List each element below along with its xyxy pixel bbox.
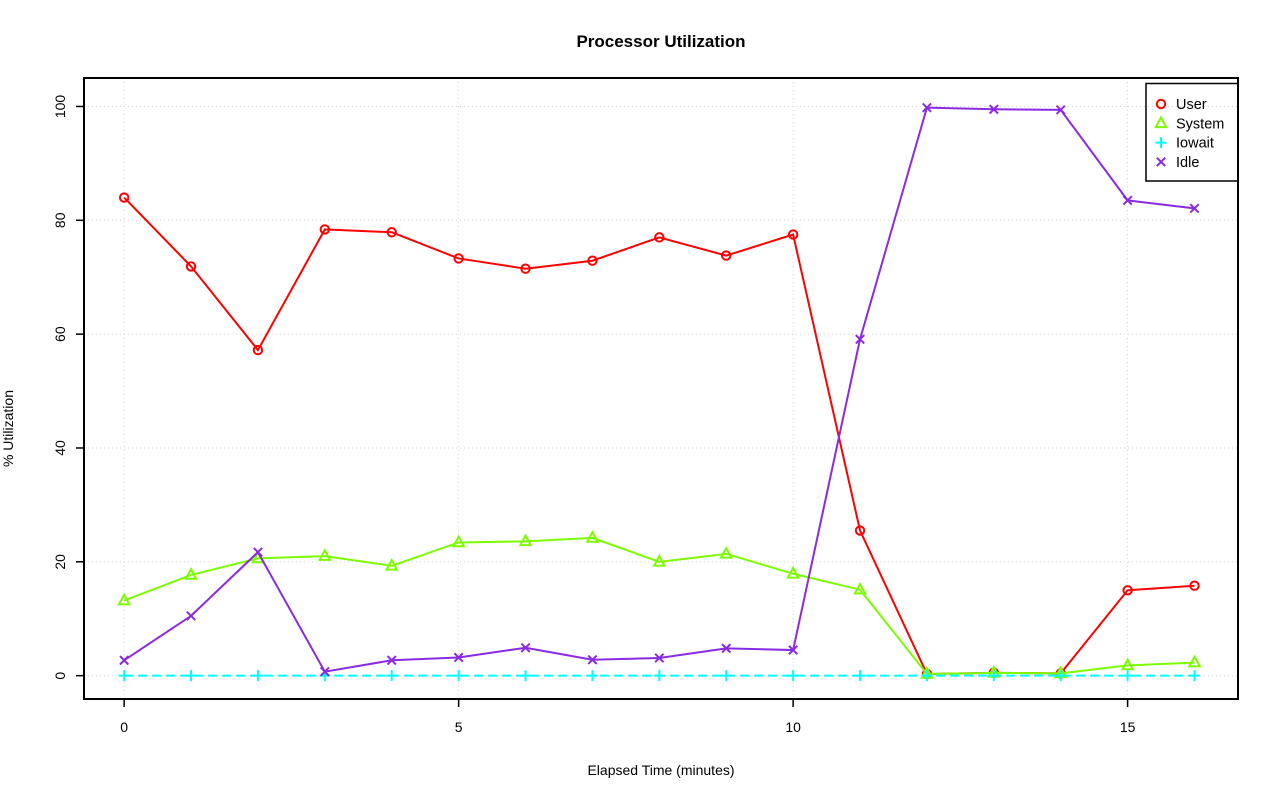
series-system-marker xyxy=(585,530,600,543)
legend-marker-user xyxy=(1155,98,1167,110)
series-idle-marker xyxy=(587,654,598,665)
series-user-marker xyxy=(252,344,264,356)
series-iowait-marker xyxy=(787,670,799,682)
legend-label-iowait: Iowait xyxy=(1176,136,1214,152)
legend-label-user: User xyxy=(1176,97,1207,113)
series-user-marker xyxy=(118,192,130,203)
series-system-marker xyxy=(853,581,867,595)
series-idle-marker xyxy=(788,645,799,655)
series-user-marker xyxy=(721,250,732,261)
x-axis-tick-label: 10 xyxy=(785,719,801,735)
series-user-marker xyxy=(654,232,665,243)
series-iowait-marker xyxy=(988,670,1000,682)
series-user-marker xyxy=(453,253,464,264)
series-user-marker xyxy=(185,261,197,272)
series-system-marker xyxy=(1120,657,1135,671)
series-idle-line xyxy=(123,106,1195,673)
series-iowait-marker xyxy=(453,670,465,682)
x-axis-title: Elapsed Time (minutes) xyxy=(587,762,735,778)
series-idle-marker xyxy=(1189,203,1200,214)
series-system-marker xyxy=(384,557,399,571)
series-idle-marker xyxy=(855,334,865,345)
y-axis-tick-label: 100 xyxy=(52,95,68,119)
series-system-marker xyxy=(786,565,801,579)
legend-marker-idle xyxy=(1156,156,1166,167)
series-user-marker xyxy=(587,255,598,266)
x-axis-tick-label: 5 xyxy=(455,719,463,735)
series-user-line xyxy=(123,196,1195,675)
legend-box xyxy=(1145,82,1239,182)
series-idle-marker xyxy=(319,666,330,677)
series-iowait-marker xyxy=(653,670,665,682)
plot-border xyxy=(83,77,1239,700)
series-user-marker xyxy=(1122,585,1133,596)
series-idle-marker xyxy=(186,610,196,621)
series-idle-marker xyxy=(1122,195,1133,206)
series-iowait-marker xyxy=(386,670,398,682)
legend-marker-system xyxy=(1154,115,1168,129)
x-axis-tick-label: 15 xyxy=(1120,719,1136,735)
series-system-marker xyxy=(117,592,132,606)
series-user-marker xyxy=(386,227,397,238)
y-axis-tick-label: 40 xyxy=(52,440,68,456)
series-system-line xyxy=(123,536,1195,675)
series-idle-marker xyxy=(253,547,263,558)
series-iowait-marker xyxy=(1055,670,1067,682)
series-iowait-marker xyxy=(520,670,532,682)
series-user-marker xyxy=(520,263,531,274)
legend-label-idle: Idle xyxy=(1176,155,1199,171)
series-system-marker xyxy=(518,533,533,547)
y-axis-tick-label: 80 xyxy=(52,212,68,228)
series-user-marker xyxy=(1189,580,1200,591)
series-iowait-marker xyxy=(854,670,866,682)
y-axis-tick-label: 20 xyxy=(52,554,68,570)
series-idle-marker xyxy=(453,652,464,663)
series-system-marker xyxy=(451,534,466,548)
series-idle-marker xyxy=(119,655,130,666)
series-idle-marker xyxy=(1055,104,1066,115)
series-iowait-marker xyxy=(921,670,933,682)
legend-label-system: System xyxy=(1176,116,1224,132)
series-user-marker xyxy=(854,525,866,536)
series-system-marker xyxy=(652,553,667,567)
series-iowait-marker xyxy=(252,670,264,682)
series-idle-marker xyxy=(654,653,665,663)
series-idle-marker xyxy=(721,643,732,654)
series-user-marker xyxy=(319,224,331,235)
series-system-marker xyxy=(719,545,734,559)
series-iowait-marker xyxy=(720,670,732,682)
series-idle-marker xyxy=(520,642,531,653)
y-axis-tick-label: 0 xyxy=(52,672,68,680)
series-system-marker xyxy=(317,548,332,561)
series-idle-marker xyxy=(988,104,999,115)
series-system-marker xyxy=(1187,654,1202,668)
series-iowait-marker xyxy=(118,670,130,682)
series-idle-marker xyxy=(386,655,397,666)
series-iowait-marker xyxy=(1189,670,1201,682)
legend-marker-iowait xyxy=(1155,137,1167,149)
series-iowait-marker xyxy=(1122,670,1134,682)
series-user-marker xyxy=(787,229,799,240)
x-axis-tick-label: 0 xyxy=(120,719,128,735)
series-system-marker xyxy=(184,567,198,580)
series-iowait-marker xyxy=(586,670,598,682)
y-axis-tick-label: 60 xyxy=(52,326,68,342)
series-iowait-marker xyxy=(185,670,197,682)
chart-title: Processor Utilization xyxy=(576,32,746,51)
series-idle-marker xyxy=(922,102,932,113)
